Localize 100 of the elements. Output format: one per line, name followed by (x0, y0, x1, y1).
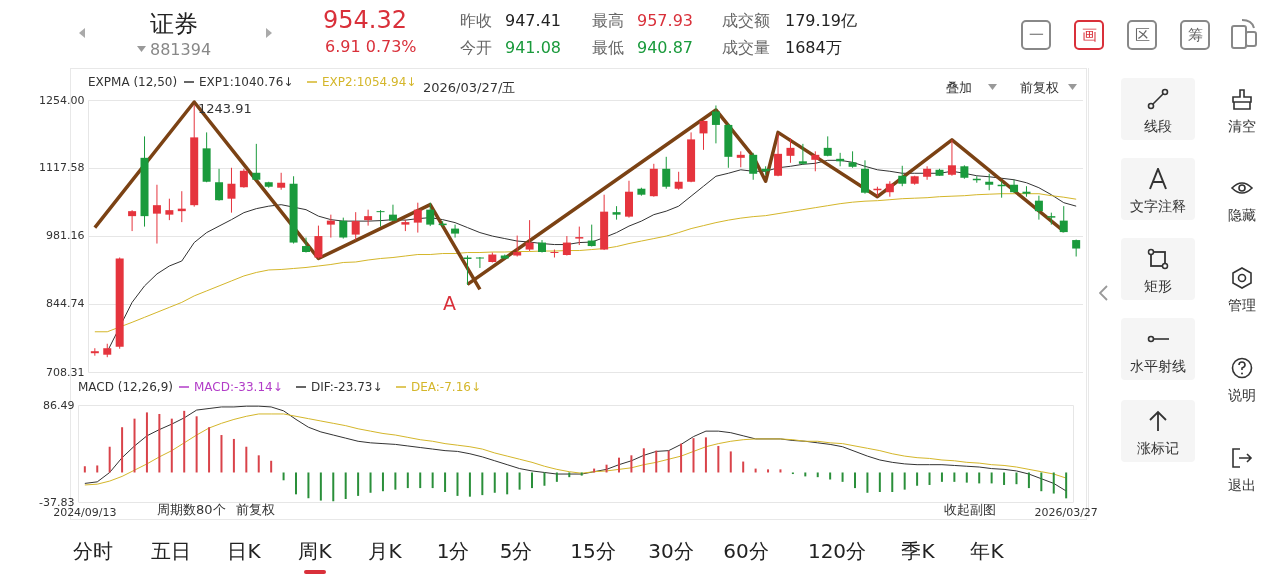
bar (543, 472, 546, 486)
bar (518, 472, 521, 490)
text: 涨标记 (1136, 440, 1180, 458)
annotation: 前复权 (236, 501, 275, 519)
bar (779, 469, 782, 473)
bar (1015, 472, 1018, 485)
candlestick (774, 132, 783, 177)
text: 今开 (460, 38, 492, 59)
bar (195, 416, 198, 473)
y-tick-label: 981.16 (46, 229, 85, 243)
text: 120分 (806, 538, 868, 565)
candlestick (749, 152, 758, 181)
bar (729, 451, 732, 473)
text: 筹 (1180, 20, 1210, 50)
line-series (84, 413, 1067, 486)
text: 前复权 (1020, 79, 1059, 97)
bar (655, 450, 658, 473)
bar (1003, 472, 1006, 485)
candlestick (376, 209, 385, 228)
bar (829, 472, 832, 480)
bar (257, 455, 260, 473)
text: 文字注释 (1129, 198, 1187, 216)
candlestick (351, 211, 360, 241)
bar (742, 461, 745, 473)
bar (704, 437, 707, 473)
bar (394, 472, 397, 490)
text: 昨收 (460, 11, 492, 32)
text: 叠加 (946, 79, 972, 97)
candlestick (1059, 205, 1068, 234)
text: 成交量 (722, 38, 770, 59)
y-tick-label: 844.74 (46, 297, 85, 311)
text: 月K (367, 538, 403, 565)
bar (903, 472, 906, 490)
bar (481, 472, 484, 496)
text: 五日 (150, 538, 192, 565)
candlestick (152, 184, 161, 245)
candlestick (1034, 195, 1043, 221)
bar (642, 448, 645, 473)
text: 941.08 (505, 38, 561, 57)
text: 2026/03/27/五 (423, 79, 516, 97)
bar (680, 443, 683, 473)
bar (853, 472, 856, 489)
bar (295, 472, 298, 495)
candlestick (1010, 179, 1019, 194)
candlestick (475, 256, 484, 269)
bar (804, 472, 807, 477)
bar (841, 472, 844, 482)
bar (531, 472, 534, 489)
bar (493, 472, 496, 493)
bar (282, 472, 285, 481)
bar (220, 435, 223, 473)
legend-label: EXP2:1054.94↓ (322, 75, 417, 89)
text: 水平射线 (1129, 358, 1187, 376)
bar (332, 472, 335, 502)
text: 管理 (1227, 297, 1257, 315)
text: 清空 (1227, 118, 1257, 136)
y-tick-label: 1117.58 (39, 161, 85, 175)
text: 957.93 (637, 11, 693, 30)
candlestick (811, 150, 820, 172)
candlestick (798, 143, 807, 166)
bar (344, 472, 347, 500)
bar (816, 472, 819, 478)
bar (630, 455, 633, 473)
text: 最低 (592, 38, 624, 59)
candlestick (413, 202, 422, 234)
text: 940.87 (637, 38, 693, 57)
bar (108, 446, 111, 473)
bar (319, 472, 322, 501)
bar (667, 450, 670, 473)
candlestick (1022, 185, 1031, 198)
candlestick (215, 168, 224, 202)
bar (183, 410, 186, 473)
legend-label: DEA:-7.16↓ (411, 380, 481, 394)
text: 说明 (1227, 387, 1257, 405)
bar (232, 438, 235, 473)
text: 退出 (1227, 477, 1257, 495)
bar (145, 412, 148, 473)
bar (555, 472, 558, 482)
bar (940, 472, 943, 482)
bar (133, 418, 136, 473)
bar (891, 472, 894, 492)
text: 一 (1021, 20, 1051, 50)
bar (953, 472, 956, 482)
candlestick (575, 226, 584, 246)
candlestick (339, 217, 348, 240)
bar (990, 472, 993, 484)
bar (419, 472, 422, 489)
bar (357, 472, 360, 496)
candlestick (252, 143, 261, 181)
legend-title: EXPMA (12,50) (88, 75, 178, 89)
bar (431, 472, 434, 489)
bar (717, 445, 720, 473)
bar (1027, 472, 1030, 489)
series-label: MACD:-33.14↓ (194, 380, 283, 394)
text: 6.91 0.73% (325, 37, 417, 56)
bar (208, 427, 211, 473)
text: 季K (900, 538, 936, 565)
legend-label: DIF:-23.73↓ (311, 380, 383, 394)
text: 隐藏 (1227, 207, 1257, 225)
bar (978, 472, 981, 484)
